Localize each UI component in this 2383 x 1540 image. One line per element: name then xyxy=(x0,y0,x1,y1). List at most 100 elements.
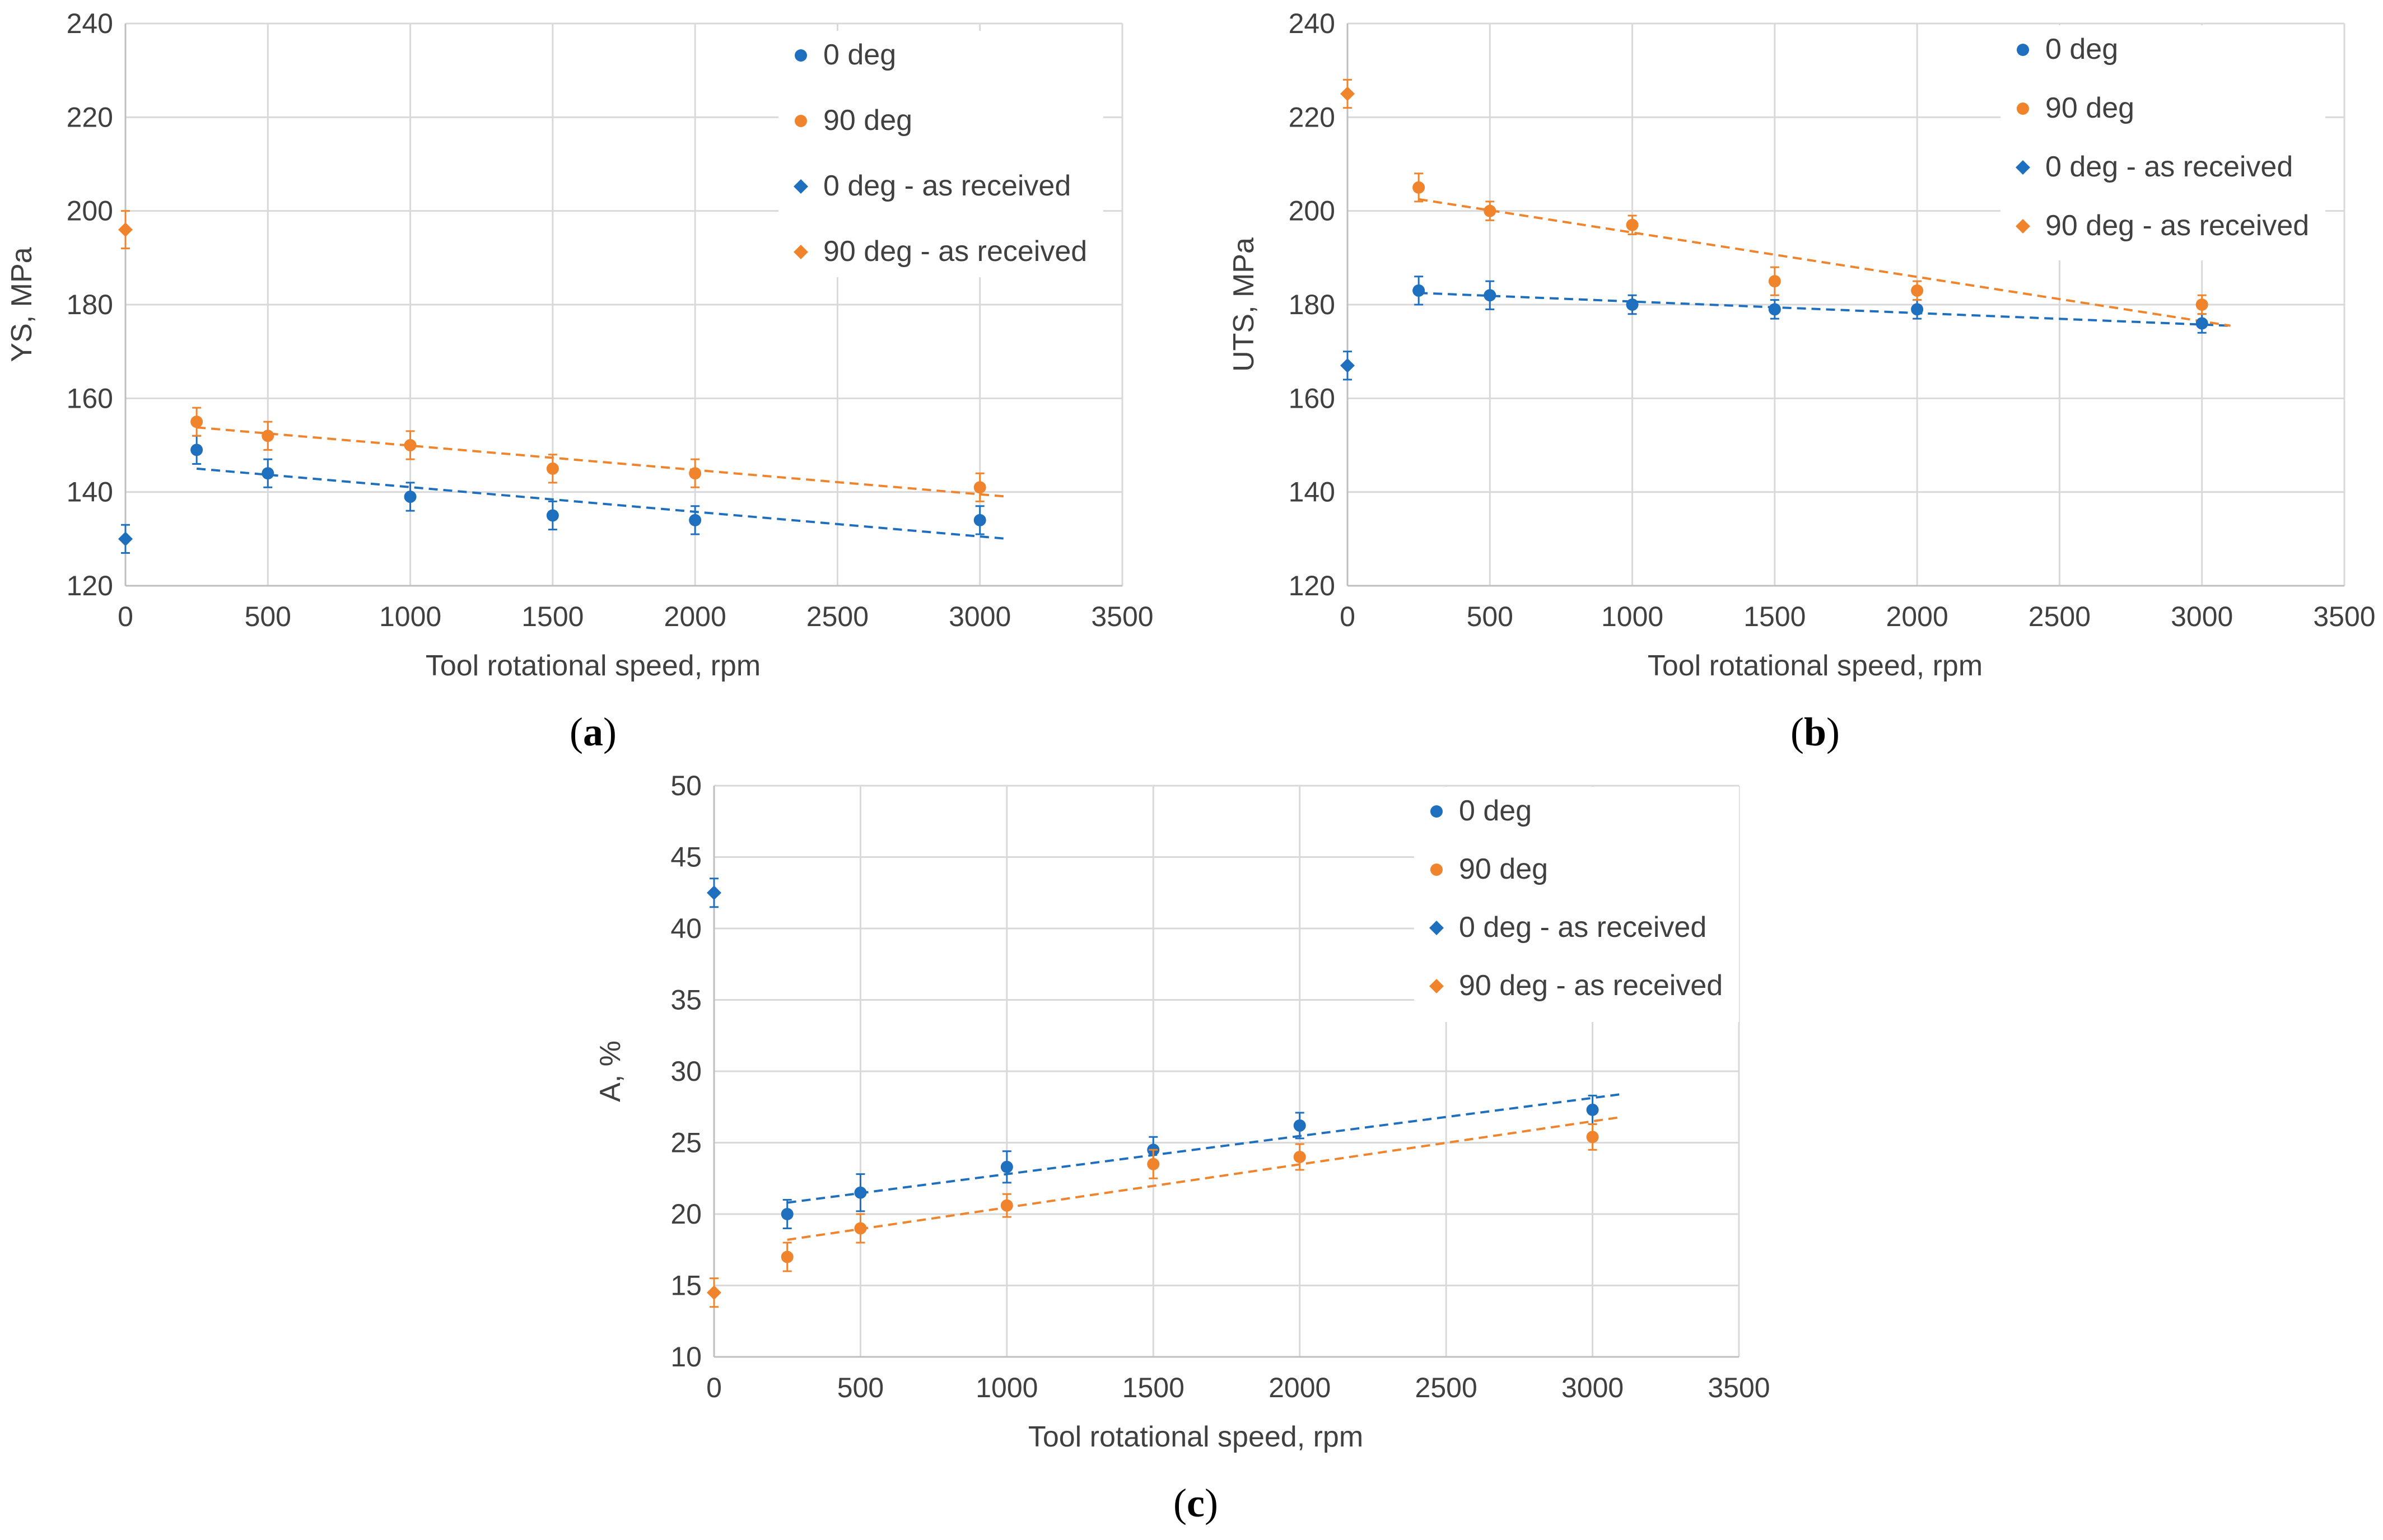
chart-panel-c: 10 15 20 25 30 35 40 45 50 0 500 1000 1500 2000 2500 3… xyxy=(594,770,1770,1525)
x-tick-label: 2500 xyxy=(806,601,869,632)
x-tick-label: 500 xyxy=(245,601,291,632)
legend-label: 90 deg xyxy=(1459,853,1548,885)
x-tick-label: 3500 xyxy=(2313,601,2375,632)
data-point xyxy=(1586,1103,1599,1116)
x-tick-label: 2500 xyxy=(2028,601,2091,632)
data-point xyxy=(854,1222,867,1235)
legend-label: 90 deg xyxy=(823,104,912,137)
legend-label: 90 deg - as received xyxy=(823,235,1087,268)
y-tick-label: 160 xyxy=(67,382,113,414)
data-points xyxy=(118,210,986,554)
data-point xyxy=(1293,1151,1306,1163)
legend-marker xyxy=(2016,160,2030,175)
y-tick-label: 120 xyxy=(1289,570,1335,601)
legend-marker xyxy=(2016,219,2030,234)
x-tick-labels: 0 500 1000 1500 2000 2500 3000 3500 xyxy=(706,1372,1770,1403)
data-point xyxy=(1340,86,1355,101)
y-axis-label: UTS, MPa xyxy=(1228,237,1260,372)
y-tick-label: 45 xyxy=(670,842,702,873)
chart-panel-b: 120 140 160 180 200 220 240 0 500 1000 1500 2000 25… xyxy=(1228,8,2376,754)
data-point xyxy=(1412,181,1425,194)
trendline xyxy=(196,426,1009,498)
data-point xyxy=(404,491,417,503)
data-point xyxy=(1000,1199,1013,1212)
y-tick-label: 50 xyxy=(670,770,702,801)
y-tick-label: 25 xyxy=(670,1127,702,1159)
legend-label: 0 deg - as received xyxy=(823,170,1071,202)
axes xyxy=(124,24,1122,587)
trendline xyxy=(1419,292,2231,327)
legend-background xyxy=(1414,787,1739,1022)
data-point xyxy=(1293,1119,1306,1132)
trendlines xyxy=(787,1093,1622,1241)
data-point xyxy=(1768,275,1781,288)
y-tick-label: 180 xyxy=(1289,289,1335,320)
legend-label: 90 deg xyxy=(2045,92,2134,124)
data-point xyxy=(1412,284,1425,297)
data-points xyxy=(1340,78,2208,381)
y-tick-label: 220 xyxy=(1289,101,1335,133)
legend-marker xyxy=(1429,921,1444,935)
legend-label: 0 deg xyxy=(2045,33,2118,66)
data-point xyxy=(707,1285,721,1300)
x-axis-label: Tool rotational speed, rpm xyxy=(426,650,761,682)
data-point xyxy=(118,222,133,237)
y-tick-labels: 120 140 160 180 200 220 240 xyxy=(1289,8,1335,601)
x-tick-label: 2000 xyxy=(664,601,726,632)
data-point xyxy=(1911,284,1924,297)
trendline xyxy=(787,1093,1622,1204)
y-tick-label: 140 xyxy=(67,477,113,508)
x-tick-label: 500 xyxy=(837,1372,884,1403)
data-point xyxy=(190,444,203,456)
x-tick-label: 3000 xyxy=(1561,1372,1624,1403)
x-tick-label: 0 xyxy=(706,1372,722,1403)
data-point xyxy=(1626,298,1639,311)
y-tick-labels: 10 15 20 25 30 35 40 45 50 xyxy=(670,770,702,1373)
legend-label: 0 deg xyxy=(823,39,896,71)
data-point xyxy=(973,481,986,494)
y-tick-label: 240 xyxy=(1289,8,1335,39)
y-tick-label: 10 xyxy=(670,1341,702,1373)
data-point xyxy=(546,509,559,522)
x-tick-label: 2500 xyxy=(1415,1372,1477,1403)
y-tick-label: 200 xyxy=(67,195,113,227)
y-axis-label: A, % xyxy=(594,1040,627,1102)
x-tick-label: 1000 xyxy=(379,601,441,632)
legend-label: 0 deg xyxy=(1459,795,1532,827)
y-tick-label: 30 xyxy=(670,1056,702,1087)
legend: 0 deg 90 deg 0 deg - as received 90 deg - a… xyxy=(1414,787,1739,1022)
y-tick-label: 20 xyxy=(670,1198,702,1230)
legend-label: 0 deg - as received xyxy=(1459,911,1706,944)
legend-marker xyxy=(1430,864,1443,876)
legend-marker xyxy=(795,115,807,127)
legend-background xyxy=(2000,25,2325,260)
data-point xyxy=(781,1208,794,1220)
y-tick-label: 140 xyxy=(1289,477,1335,508)
trendline xyxy=(1418,198,2231,327)
x-tick-label: 3500 xyxy=(1091,601,1153,632)
y-axis-label: YS, MPa xyxy=(6,247,38,362)
data-point xyxy=(262,467,274,480)
y-tick-label: 240 xyxy=(67,8,113,39)
data-point xyxy=(190,416,203,428)
trendlines xyxy=(196,426,1009,540)
y-tick-label: 35 xyxy=(670,984,702,1016)
trendline xyxy=(196,467,1009,540)
trendline xyxy=(787,1116,1622,1241)
data-point xyxy=(1484,204,1496,217)
x-tick-labels: 0 500 1000 1500 2000 2500 3000 3500 xyxy=(118,601,1154,632)
x-tick-label: 3000 xyxy=(949,601,1011,632)
x-tick-label: 1500 xyxy=(521,601,584,632)
legend-background xyxy=(778,31,1103,277)
legend-marker xyxy=(794,179,808,194)
data-point xyxy=(2195,317,2208,330)
data-point xyxy=(546,462,559,475)
x-tick-label: 500 xyxy=(1467,601,1513,632)
x-tick-label: 3000 xyxy=(2171,601,2233,632)
x-tick-label: 1500 xyxy=(1122,1372,1184,1403)
data-point xyxy=(854,1186,867,1199)
y-tick-label: 200 xyxy=(1289,195,1335,227)
data-point xyxy=(781,1250,794,1263)
legend-marker xyxy=(2017,102,2029,115)
data-point xyxy=(1340,358,1355,373)
